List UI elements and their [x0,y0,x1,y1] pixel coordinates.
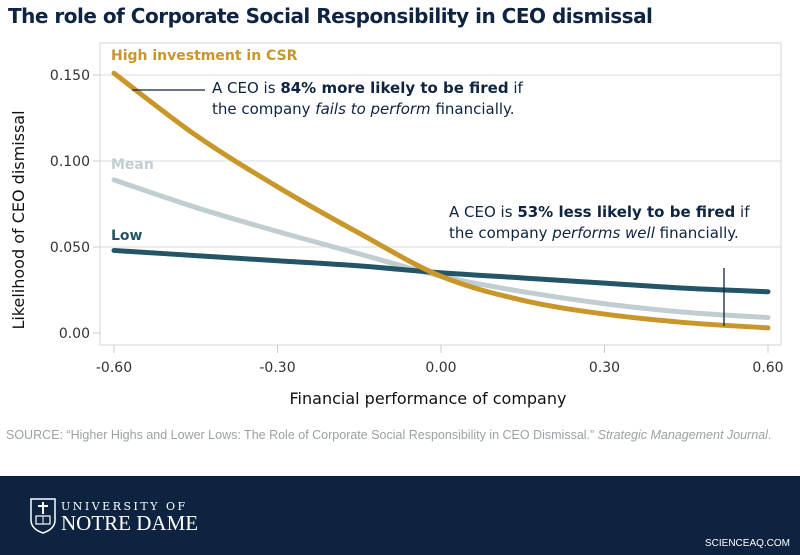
series-line-low [111,247,771,295]
legend-label-high: High investment in CSR [111,48,298,64]
x-tick-label: -0.30 [259,360,295,376]
legend-label-mean: Mean [111,157,154,173]
y-axis-label: Likelihood of CEO dismissal [9,110,28,329]
logo-line2: NOTRE DAME [61,510,199,535]
source-note: SOURCE: “Higher Highs and Lower Lows: Th… [6,428,772,442]
x-tick-label: 0.60 [752,360,783,376]
x-tick-label: 0.00 [425,360,456,376]
notre-dame-logo: UNIVERSITY OF NOTRE DAME [30,498,198,534]
legend-label-low: Low [111,228,143,244]
annotation-perform: A CEO is 53% less likely to be fired if … [449,203,750,242]
x-axis-label: Financial performance of company [290,389,567,408]
annotation-fail: A CEO is 84% more likely to be fired if … [212,79,523,118]
series-line-mean [111,177,771,321]
shield-icon [30,498,56,534]
y-tick-label: 0.100 [50,154,90,170]
chart-title: The role of Corporate Social Responsibil… [8,4,653,28]
y-tick-label: 0.150 [50,68,90,84]
y-tick-label: 0.00 [59,326,90,342]
logo-line1: UNIVERSITY OF [61,499,188,513]
y-tick-label: 0.050 [50,240,90,256]
credit-text: SCIENCEAQ.COM [704,538,790,549]
x-tick-label: -0.60 [96,360,132,376]
chart: 0.00 0.050 0.100 0.150 -0.60 -0.30 0.00 0.30 0.6… [9,42,784,408]
series-line-high [111,70,771,331]
footer: UNIVERSITY OF NOTRE DAME SCIENCEAQ.COM [0,476,800,555]
x-tick-label: 0.30 [589,360,620,376]
